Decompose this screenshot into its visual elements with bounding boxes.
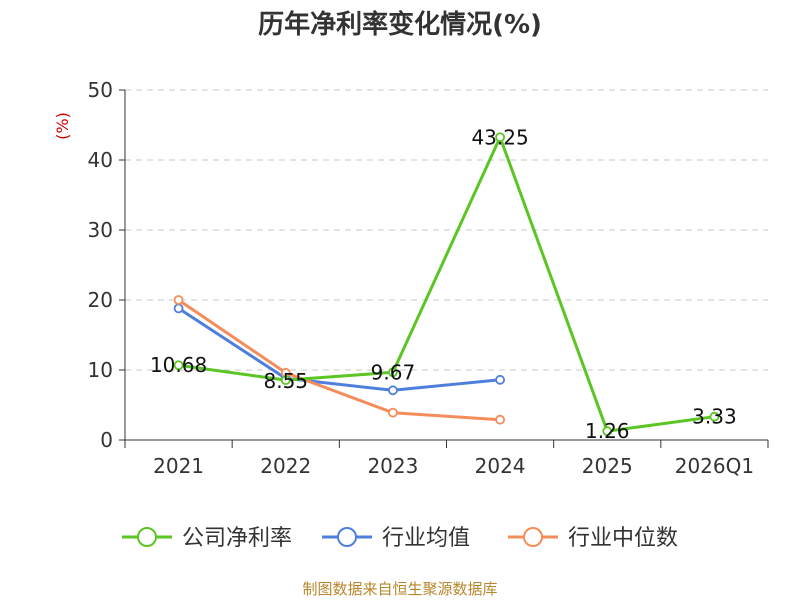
data-point bbox=[495, 132, 505, 143]
data-point bbox=[173, 360, 184, 371]
data-point bbox=[173, 295, 184, 305]
series-lines bbox=[173, 132, 720, 437]
y-tick-label: 0 bbox=[100, 428, 113, 452]
legend-label: 行业中位数 bbox=[568, 526, 678, 551]
x-tick-label: 2022 bbox=[260, 454, 311, 478]
y-tick-label: 40 bbox=[88, 148, 113, 172]
x-tick-label: 2026Q1 bbox=[675, 454, 754, 478]
y-axis-label: (%) bbox=[53, 112, 72, 140]
grid-lines bbox=[125, 89, 768, 371]
x-tick-label: 2023 bbox=[367, 454, 418, 478]
data-label: 1.26 bbox=[585, 419, 630, 443]
data-labels: 10.68 8.55 9.67 43.25 1.26 3.33 bbox=[150, 125, 737, 443]
data-label: 3.33 bbox=[692, 405, 737, 429]
x-tick-label: 2025 bbox=[582, 454, 633, 478]
data-point bbox=[495, 414, 505, 425]
data-point bbox=[280, 375, 291, 386]
data-point bbox=[388, 367, 398, 378]
y-tick-label: 10 bbox=[88, 358, 113, 382]
data-label: 8.55 bbox=[263, 369, 308, 393]
legend-marker bbox=[137, 527, 157, 547]
series-line bbox=[178, 135, 715, 433]
y-tick-label: 30 bbox=[88, 218, 113, 242]
legend-marker bbox=[523, 527, 543, 547]
axes: 0 10 20 30 40 50 (%) 2021 2022 2023 2024 2025 2026Q1 bbox=[53, 78, 769, 478]
data-point bbox=[495, 374, 505, 385]
legend-label: 公司净利率 bbox=[182, 526, 292, 551]
series-line bbox=[177, 298, 501, 422]
legend-label: 行业均值 bbox=[382, 526, 470, 551]
x-tick-label: 2021 bbox=[153, 454, 204, 478]
series-line bbox=[177, 307, 501, 392]
data-point bbox=[388, 385, 398, 396]
data-label: 43.25 bbox=[471, 125, 528, 149]
legend: 公司净利率 行业均值 行业中位数 bbox=[122, 526, 678, 551]
legend-marker bbox=[337, 527, 357, 547]
data-point bbox=[388, 407, 398, 418]
data-point bbox=[173, 303, 184, 314]
chart-title: 历年净利率变化情况(%) bbox=[258, 10, 542, 40]
y-tick-label: 20 bbox=[88, 288, 113, 312]
data-label: 10.68 bbox=[150, 353, 207, 377]
data-point bbox=[602, 426, 613, 437]
data-point bbox=[709, 411, 720, 422]
data-label: 9.67 bbox=[371, 360, 416, 384]
y-tick-label: 50 bbox=[88, 78, 113, 102]
x-tick-label: 2024 bbox=[475, 454, 526, 478]
source-note: 制图数据来自恒生聚源数据库 bbox=[302, 580, 498, 598]
